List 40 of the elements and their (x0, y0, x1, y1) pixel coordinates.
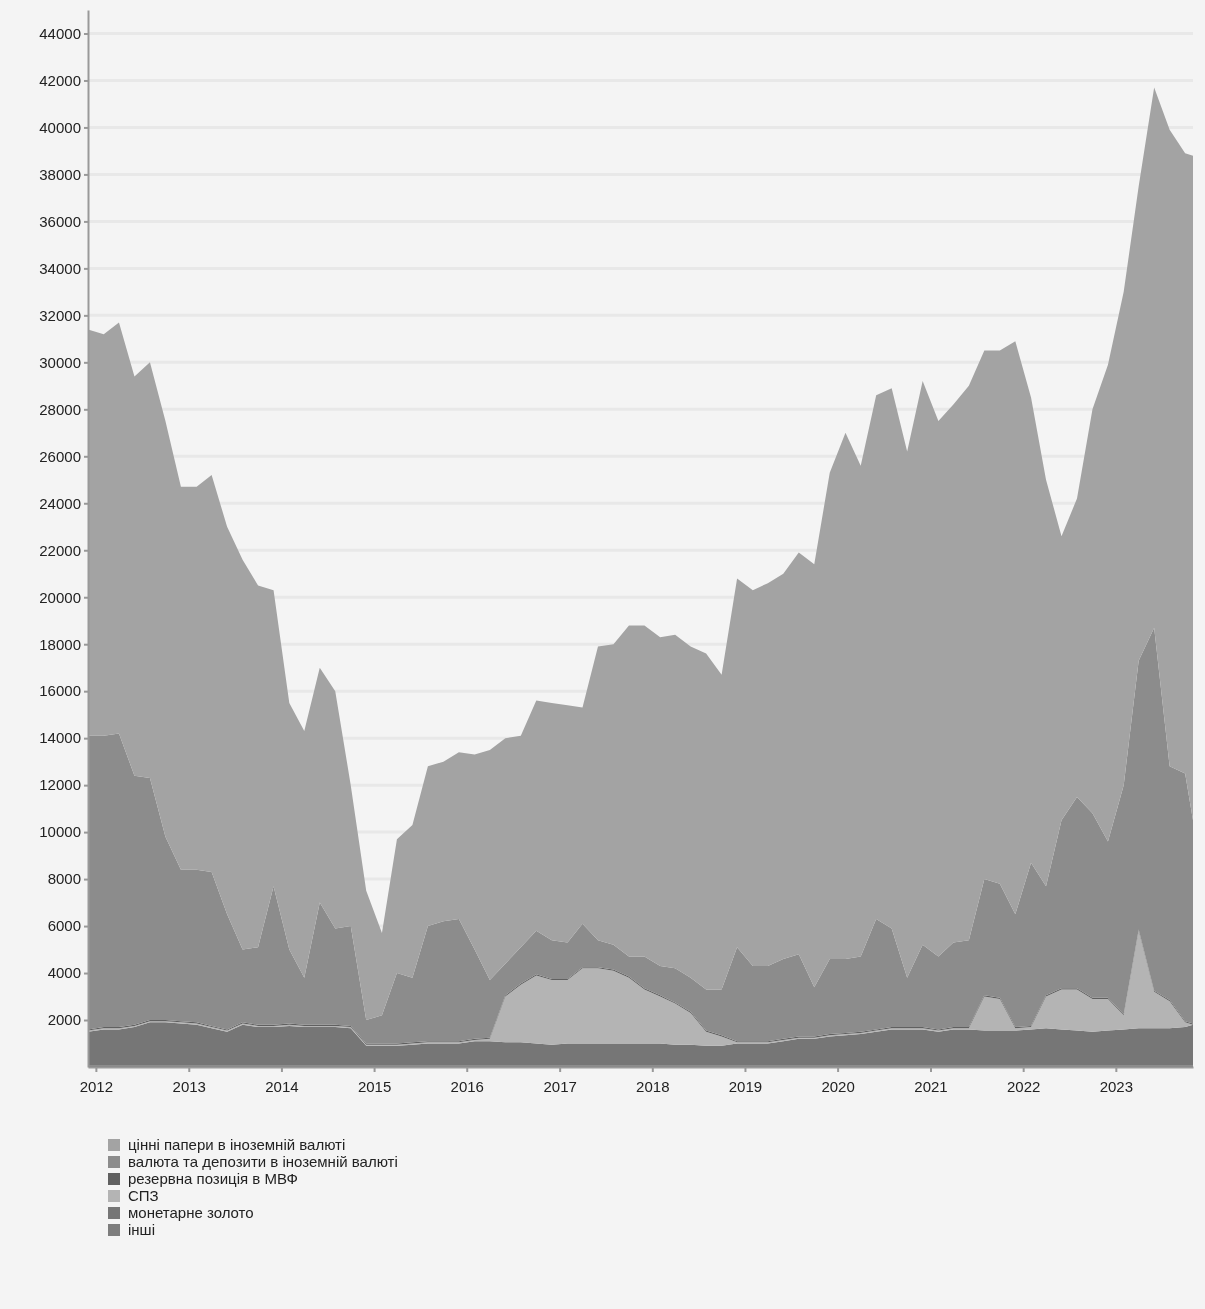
x-tick-label: 2017 (543, 1077, 577, 1095)
x-tick-label: 2012 (79, 1077, 114, 1095)
y-tick-label: 26000 (39, 447, 81, 465)
y-tick-label: 32000 (39, 306, 81, 324)
legend-label: інші (128, 1221, 155, 1238)
x-tick-label: 2015 (357, 1077, 392, 1095)
legend-label: цінні папери в іноземній валюті (128, 1136, 346, 1153)
y-tick-label: 10000 (39, 823, 81, 841)
y-tick-label: 34000 (39, 259, 81, 277)
y-tick-label: 30000 (39, 353, 81, 371)
x-tick-label: 2019 (728, 1077, 763, 1095)
y-tick-label: 4000 (47, 964, 81, 982)
x-tick-label: 2016 (450, 1077, 484, 1095)
x-tick-label: 2022 (1006, 1077, 1041, 1095)
y-tick-label: 40000 (39, 118, 81, 136)
y-tick-label: 38000 (39, 165, 81, 183)
legend-label: СПЗ (128, 1187, 159, 1204)
x-tick-label: 2021 (914, 1077, 948, 1095)
x-tick-label: 2014 (265, 1077, 299, 1095)
y-tick-label: 36000 (39, 212, 81, 230)
y-tick-label: 44000 (39, 24, 81, 42)
x-tick-label: 2020 (821, 1077, 855, 1095)
y-tick-label: 42000 (39, 71, 81, 89)
y-tick-label: 22000 (39, 541, 81, 559)
y-tick-label: 12000 (39, 776, 81, 794)
x-tick-label: 2013 (172, 1077, 206, 1095)
y-tick-label: 2000 (47, 1011, 81, 1029)
legend-label: резервна позиція в МВФ (128, 1170, 298, 1187)
y-tick-label: 16000 (39, 682, 81, 700)
x-tick-label: 2023 (1099, 1077, 1134, 1095)
legend-label: монетарне золото (128, 1204, 254, 1221)
x-tick-label: 2018 (636, 1077, 670, 1095)
y-tick-label: 24000 (39, 494, 81, 512)
y-tick-label: 20000 (39, 588, 81, 606)
y-tick-label: 6000 (47, 917, 81, 935)
y-tick-label: 18000 (39, 635, 81, 653)
legend-label: валюта та депозити в іноземній валюті (128, 1153, 398, 1170)
y-tick-label: 8000 (47, 870, 81, 888)
y-tick-label: 28000 (39, 400, 81, 418)
y-tick-label: 14000 (39, 729, 81, 747)
